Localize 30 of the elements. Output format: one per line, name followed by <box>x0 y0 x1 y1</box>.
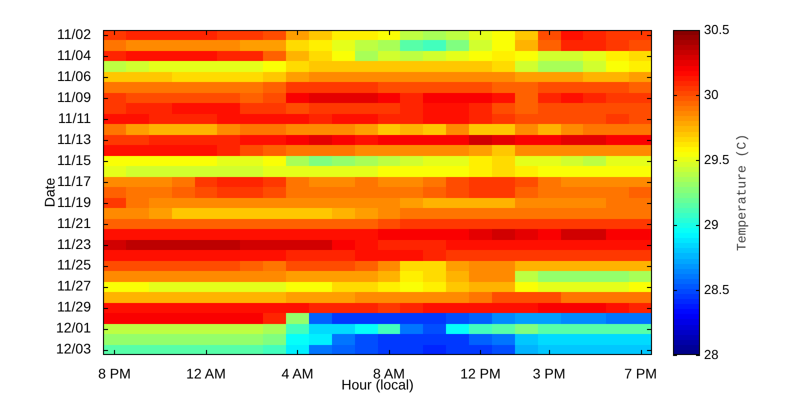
y-tick-label: 11/09 <box>57 89 92 106</box>
y-tick-label: 11/23 <box>57 236 92 252</box>
y-tick-label: 11/04 <box>57 47 92 64</box>
y-axis-title: Date <box>41 178 58 208</box>
y-tick-label: 12/03 <box>56 340 92 357</box>
x-tick-label: 4 AM <box>281 365 314 382</box>
color-bar-label: 29.5 <box>704 152 730 168</box>
y-tick-label: 11/29 <box>57 298 92 315</box>
y-tick-label: 11/25 <box>57 256 92 273</box>
x-tick-label: 12 PM <box>460 365 501 382</box>
y-tick-label: 11/17 <box>57 172 92 189</box>
x-tick-label: 12 AM <box>186 365 226 382</box>
y-tick-label: 11/06 <box>57 68 92 84</box>
color-bar-title: Temperature (C) <box>734 134 750 252</box>
y-tick-label: 11/21 <box>57 214 92 231</box>
y-tick-label: 11/19 <box>57 194 92 210</box>
y-tick-label: 12/01 <box>56 320 92 336</box>
y-tick-label: 11/11 <box>58 110 92 126</box>
x-tick-label: 8 PM <box>98 365 131 382</box>
color-bar-label: 28.5 <box>704 282 730 298</box>
y-tick-label: 11/15 <box>57 152 92 168</box>
color-bar-label: 30.5 <box>704 22 730 38</box>
color-bar-label: 28 <box>704 347 718 362</box>
x-tick-label: 7 PM <box>624 365 657 382</box>
y-tick-label: 11/02 <box>57 26 92 42</box>
x-tick-label: 3 PM <box>532 365 566 382</box>
color-bar-label: 30 <box>704 87 718 102</box>
color-bar-label: 29 <box>704 217 718 232</box>
y-tick-label: 11/27 <box>57 278 92 294</box>
y-tick-label: 11/13 <box>57 130 92 147</box>
